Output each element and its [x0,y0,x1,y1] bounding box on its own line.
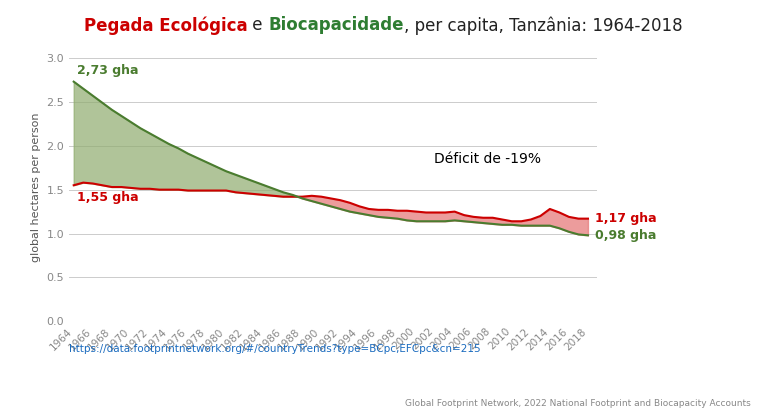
Text: e: e [247,16,268,35]
Text: 2,73 gha: 2,73 gha [77,64,138,77]
Text: Biocapacidade: Biocapacidade [268,16,404,35]
Text: Global Footprint Network, 2022 National Footprint and Biocapacity Accounts: Global Footprint Network, 2022 National … [405,399,751,408]
Text: 1,17 gha: 1,17 gha [595,212,656,225]
Text: Déficit de -19%: Déficit de -19% [434,152,542,166]
Text: 1,55 gha: 1,55 gha [77,192,138,204]
Text: 0,98 gha: 0,98 gha [595,229,656,242]
Y-axis label: global hectares per person: global hectares per person [31,113,41,262]
Text: https://data.footprintnetwork.org/#/countryTrends?type=BCpc,EFCpc&cn=215: https://data.footprintnetwork.org/#/coun… [69,344,480,354]
Text: , per capita, Tanzânia: 1964-2018: , per capita, Tanzânia: 1964-2018 [404,16,683,35]
Text: Pegada Ecológica: Pegada Ecológica [83,16,247,35]
